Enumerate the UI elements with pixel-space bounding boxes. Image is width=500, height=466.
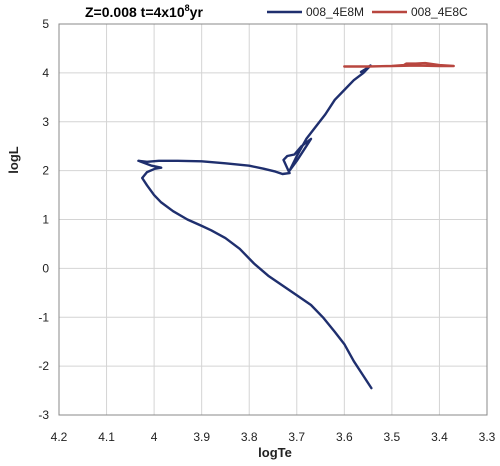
x-tick-label: 3.3: [479, 430, 496, 444]
chart-title-main: Z=0.008 t=4x10: [85, 4, 185, 20]
x-tick-label: 4.1: [98, 430, 115, 444]
y-tick-label: 4: [42, 66, 49, 80]
y-tick-label: -3: [38, 408, 49, 422]
series-line-008-4e8c: [343, 61, 455, 68]
legend-label-008-4e8c: 008_4E8C: [411, 5, 468, 19]
x-tick-label: 4.2: [51, 430, 68, 444]
series-line-008-4e8m: [137, 64, 373, 390]
legend-label-008-4e8m: 008_4E8M: [306, 5, 364, 19]
y-tick-label: 5: [42, 17, 49, 31]
chart-title-superscript: 8: [185, 3, 190, 13]
chart-title: Z=0.008 t=4x108yr: [85, 3, 203, 20]
y-tick-label: -2: [38, 359, 49, 373]
y-tick-label: 0: [42, 261, 49, 275]
x-tick-label: 3.6: [336, 430, 353, 444]
y-tick-label: 3: [42, 115, 49, 129]
x-tick-label: 3.7: [288, 430, 305, 444]
y-tick-label: -1: [38, 310, 49, 324]
y-axis-title: logL: [6, 146, 21, 173]
plot-area-border: [58, 23, 488, 416]
legend: 008_4E8M 008_4E8C: [267, 5, 468, 19]
x-tick-label: 4: [151, 430, 158, 444]
x-tick-label: 3.5: [384, 430, 401, 444]
y-tick-label: 2: [42, 164, 49, 178]
x-tick-label: 3.9: [193, 430, 210, 444]
series-layer: [137, 61, 455, 390]
y-tick-label: 1: [42, 213, 49, 227]
x-tick-label: 3.8: [241, 430, 258, 444]
tick-labels: 4.2 4.1 4 3.9 3.8 3.7 3.6 3.5 3.4 3.3 -3 -2 -1 0 1 2 3 4 5: [38, 17, 495, 444]
chart-title-suffix: yr: [190, 4, 204, 20]
x-axis-title: logTe: [258, 445, 292, 460]
x-tick-label: 3.4: [431, 430, 448, 444]
